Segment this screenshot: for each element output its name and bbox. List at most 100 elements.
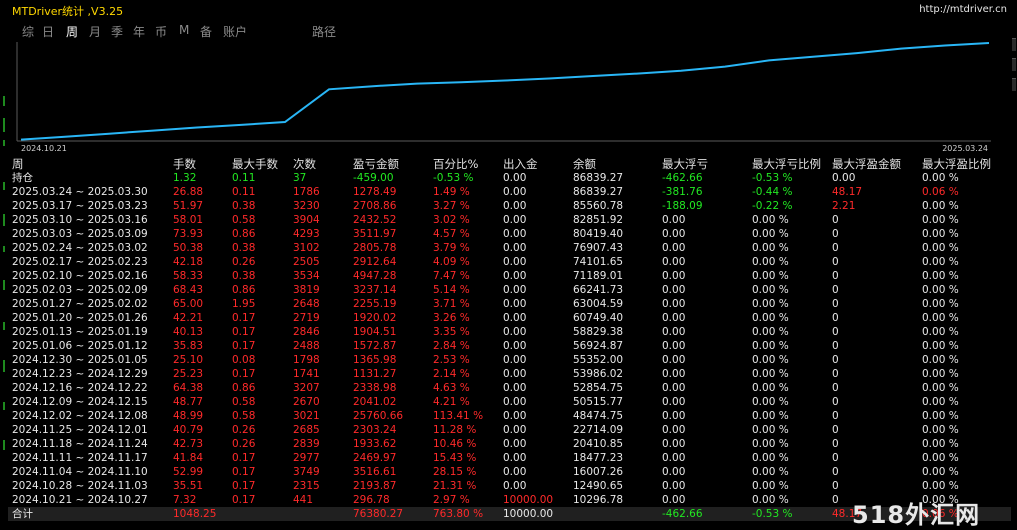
cell-max-float-loss: 0.00 [662, 312, 686, 324]
cell-max-float-profit: 0 [832, 270, 839, 282]
table-row: 2025.03.24 ~ 2025.03.30 26.88 0.11 1786 1278… [8, 185, 1011, 199]
cell-week: 2025.02.03 ~ 2025.02.09 [12, 284, 148, 296]
cell-balance: 16007.26 [573, 466, 624, 478]
cell-percent: 3.02 % [433, 214, 470, 226]
cell-max-float-loss-pct: -0.53 % [752, 172, 793, 184]
cell-max-float-profit: 0 [832, 340, 839, 352]
cell-max-float-loss: 0.00 [662, 354, 686, 366]
cell-max-float-loss: 0.00 [662, 214, 686, 226]
cell-count: 2685 [293, 424, 320, 436]
table-row: 2024.12.02 ~ 2024.12.08 48.99 0.58 3021 2576… [8, 409, 1011, 423]
cell-lots: 42.73 [173, 438, 204, 450]
cell-max-float-profit-pct: 0.00 % [922, 326, 959, 338]
tab-9[interactable]: 账户 [223, 25, 248, 39]
cell-max-float-profit: 2.21 [832, 200, 856, 212]
cell-count: 2488 [293, 340, 320, 352]
cell-percent: 11.28 % [433, 424, 477, 436]
cell-week: 2025.03.03 ~ 2025.03.09 [12, 228, 148, 240]
x-axis-start-label: 2024.10.21 [21, 144, 67, 153]
cell-balance: 55352.00 [573, 354, 624, 366]
cell-lots: 73.93 [173, 228, 204, 240]
cell-max-float-profit: 0 [832, 438, 839, 450]
cell-pnl: 1572.87 [353, 340, 397, 352]
cell-percent: 113.41 % [433, 410, 484, 422]
cell-deposit: 0.00 [503, 438, 527, 450]
cell-max-float-loss: 0.00 [662, 340, 686, 352]
cell-max-float-profit-pct: 0.00 % [922, 466, 959, 478]
tab-7[interactable]: M [179, 23, 190, 37]
cell-max-float-loss: 0.00 [662, 326, 686, 338]
tab-8[interactable]: 备 [200, 25, 213, 39]
cell-max-float-profit-pct: 0.00 % [922, 424, 959, 436]
table-row: 2025.01.13 ~ 2025.01.19 40.13 0.17 2846 1904… [8, 325, 1011, 339]
cell-max-float-loss-pct: -0.53 % [752, 508, 793, 520]
cell-count: 2648 [293, 298, 320, 310]
tab-5[interactable]: 年 [133, 25, 146, 39]
cell-max-float-profit-pct: 0.06 % [922, 508, 959, 520]
tab-6[interactable]: 币 [155, 25, 168, 39]
cell-max-float-loss: 0.00 [662, 270, 686, 282]
equity-line [20, 42, 990, 141]
cell-count: 次数 [293, 157, 316, 171]
tab-3[interactable]: 月 [89, 25, 102, 39]
table-row: 2024.10.28 ~ 2024.11.03 35.51 0.17 2315 2193… [8, 479, 1011, 493]
cell-lots: 65.00 [173, 298, 204, 310]
cell-pnl: 2041.02 [353, 396, 397, 408]
cell-week: 2024.10.21 ~ 2024.10.27 [12, 494, 148, 506]
cell-lots: 25.10 [173, 354, 204, 366]
cell-max-float-profit-pct: 0.00 % [922, 200, 959, 212]
website-link[interactable]: http://mtdriver.cn [919, 4, 1007, 15]
cell-deposit: 10000.00 [503, 494, 554, 506]
table-row: 2024.12.30 ~ 2025.01.05 25.10 0.08 1798 1365… [8, 353, 1011, 367]
table-row: 2024.11.11 ~ 2024.11.17 41.84 0.17 2977 2469… [8, 451, 1011, 465]
cell-max-float-loss-pct: -0.44 % [752, 186, 793, 198]
tab-1[interactable]: 日 [42, 25, 55, 39]
cell-lots: 7.32 [173, 494, 197, 506]
cell-deposit: 出入金 [503, 157, 538, 171]
cell-max-lots: 0.58 [232, 214, 256, 226]
cell-max-float-profit: 最大浮盈金额 [832, 157, 901, 171]
cell-max-float-profit-pct: 0.00 % [922, 354, 959, 366]
cell-lots: 64.38 [173, 382, 204, 394]
cell-count: 3534 [293, 270, 320, 282]
cell-max-float-profit: 0 [832, 368, 839, 380]
cell-balance: 52854.75 [573, 382, 624, 394]
cell-max-lots: 0.58 [232, 396, 256, 408]
cell-max-float-loss: -462.66 [662, 508, 703, 520]
table-row: 2025.01.06 ~ 2025.01.12 35.83 0.17 2488 1572… [8, 339, 1011, 353]
cell-percent: 3.35 % [433, 326, 470, 338]
cell-pnl: 2338.98 [353, 382, 397, 394]
cell-week: 2024.12.23 ~ 2024.12.29 [12, 368, 148, 380]
cell-max-lots: 0.86 [232, 382, 256, 394]
cell-deposit: 0.00 [503, 298, 527, 310]
cell-week: 2025.03.10 ~ 2025.03.16 [12, 214, 148, 226]
cell-deposit: 0.00 [503, 424, 527, 436]
tab-10[interactable]: 路径 [312, 25, 337, 39]
cell-count: 1798 [293, 354, 320, 366]
cell-lots: 48.99 [173, 410, 204, 422]
tab-2[interactable]: 周 [66, 25, 79, 39]
cell-lots: 51.97 [173, 200, 204, 212]
cell-max-lots: 0.11 [232, 172, 256, 184]
cell-lots: 68.43 [173, 284, 204, 296]
cell-max-float-loss-pct: 0.00 % [752, 466, 789, 478]
tab-0[interactable]: 综 [22, 25, 35, 39]
cell-count: 441 [293, 494, 314, 506]
cell-max-float-loss: 0.00 [662, 368, 686, 380]
tab-4[interactable]: 季 [111, 25, 124, 39]
cell-percent: 百分比% [433, 157, 479, 171]
cell-pnl: 盈亏金额 [353, 157, 399, 171]
cell-percent: 4.09 % [433, 256, 470, 268]
cell-deposit: 0.00 [503, 326, 527, 338]
cell-max-lots: 0.11 [232, 186, 256, 198]
cell-max-float-profit-pct: 0.00 % [922, 312, 959, 324]
cell-max-float-loss-pct: 0.00 % [752, 396, 789, 408]
cell-balance: 80419.40 [573, 228, 624, 240]
cell-max-lots: 0.26 [232, 256, 256, 268]
cell-max-float-loss-pct: 0.00 % [752, 382, 789, 394]
cell-max-float-loss: 0.00 [662, 382, 686, 394]
cell-balance: 56924.87 [573, 340, 624, 352]
cell-count: 3749 [293, 466, 320, 478]
cell-percent: 2.97 % [433, 494, 470, 506]
cell-lots: 35.83 [173, 340, 204, 352]
